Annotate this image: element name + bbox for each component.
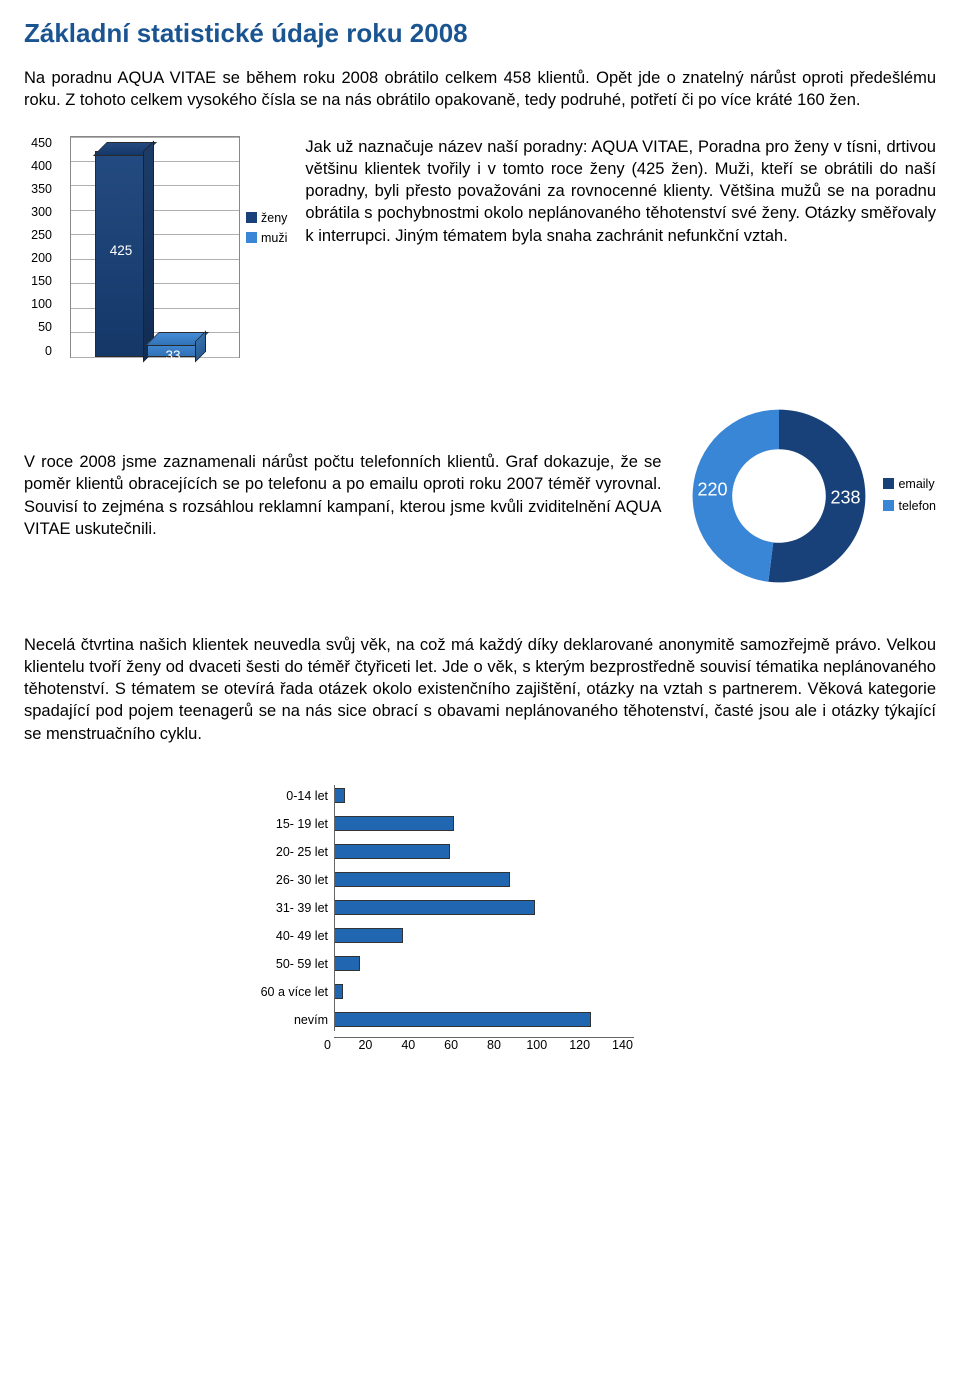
- gender-bar-men: 33: [147, 341, 199, 357]
- age-row: 40- 49 let: [234, 925, 654, 947]
- intro-paragraph: Na poradnu AQUA VITAE se během roku 2008…: [24, 67, 936, 112]
- gender-legend: ženymuži: [246, 208, 287, 358]
- age-row: 31- 39 let: [234, 897, 654, 919]
- gender-bar-women: 425: [95, 151, 147, 357]
- age-row: 0-14 let: [234, 785, 654, 807]
- svg-text:238: 238: [831, 487, 861, 507]
- contact-donut-chart: 238 220: [689, 406, 869, 586]
- age-row: nevím: [234, 1009, 654, 1031]
- age-row: 60 a více let: [234, 981, 654, 1003]
- contact-method-paragraph: V roce 2008 jsme zaznamenali nárůst počt…: [24, 451, 661, 540]
- age-row: 50- 59 let: [234, 953, 654, 975]
- contact-legend: emailytelefon: [883, 474, 936, 517]
- gender-bar-chart: 42533: [70, 136, 240, 358]
- age-row: 15- 19 let: [234, 813, 654, 835]
- page-title: Základní statistické údaje roku 2008: [24, 18, 936, 49]
- age-row: 20- 25 let: [234, 841, 654, 863]
- gender-chart-yaxis: 450400350300250200150100500: [24, 136, 52, 358]
- gender-paragraph: Jak už naznačuje název naší poradny: AQU…: [305, 136, 936, 247]
- svg-text:220: 220: [698, 479, 728, 499]
- age-paragraph: Necelá čtvrtina našich klientek neuvedla…: [24, 634, 936, 745]
- age-row: 26- 30 let: [234, 869, 654, 891]
- age-hbar-chart: 0-14 let 15- 19 let 20- 25 let 26- 30 let 31…: [234, 785, 654, 1052]
